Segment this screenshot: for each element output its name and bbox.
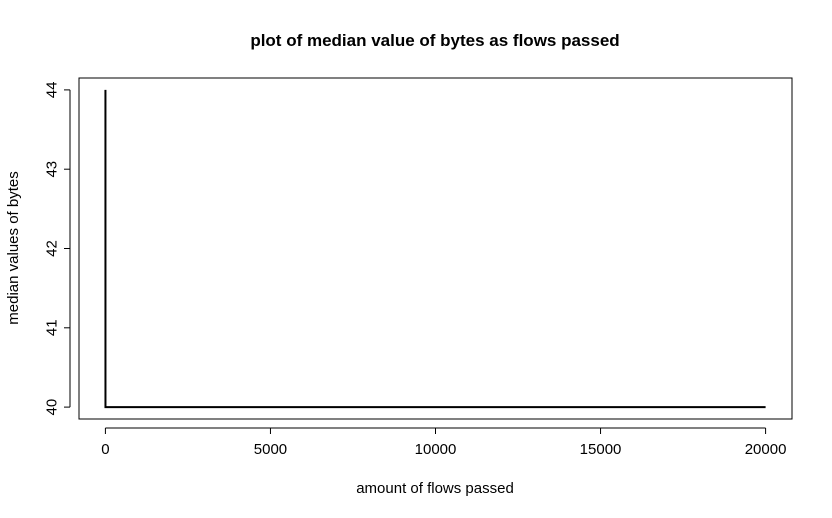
series-layer — [104, 89, 766, 409]
series-line — [104, 89, 766, 409]
x-axis: 0 5000 10000 15000 20000 — [101, 427, 787, 458]
x-tick-label: 0 — [101, 441, 109, 458]
x-tick-label: 20000 — [745, 441, 787, 458]
y-tick-label: 40 — [44, 399, 61, 416]
plot-frame — [78, 77, 793, 420]
x-tick-label: 5000 — [254, 441, 287, 458]
chart-title: plot of median value of bytes as flows p… — [250, 31, 619, 50]
x-tick-label: 10000 — [415, 441, 457, 458]
y-tick-label: 43 — [44, 161, 61, 178]
y-tick-label: 44 — [44, 82, 61, 99]
y-tick-label: 41 — [44, 319, 61, 336]
y-axis-label: median values of bytes — [5, 171, 22, 324]
x-tick-label: 15000 — [580, 441, 622, 458]
x-axis-label: amount of flows passed — [356, 480, 514, 497]
y-axis: 40 41 42 43 44 — [44, 82, 71, 416]
y-tick-label: 42 — [44, 240, 61, 257]
